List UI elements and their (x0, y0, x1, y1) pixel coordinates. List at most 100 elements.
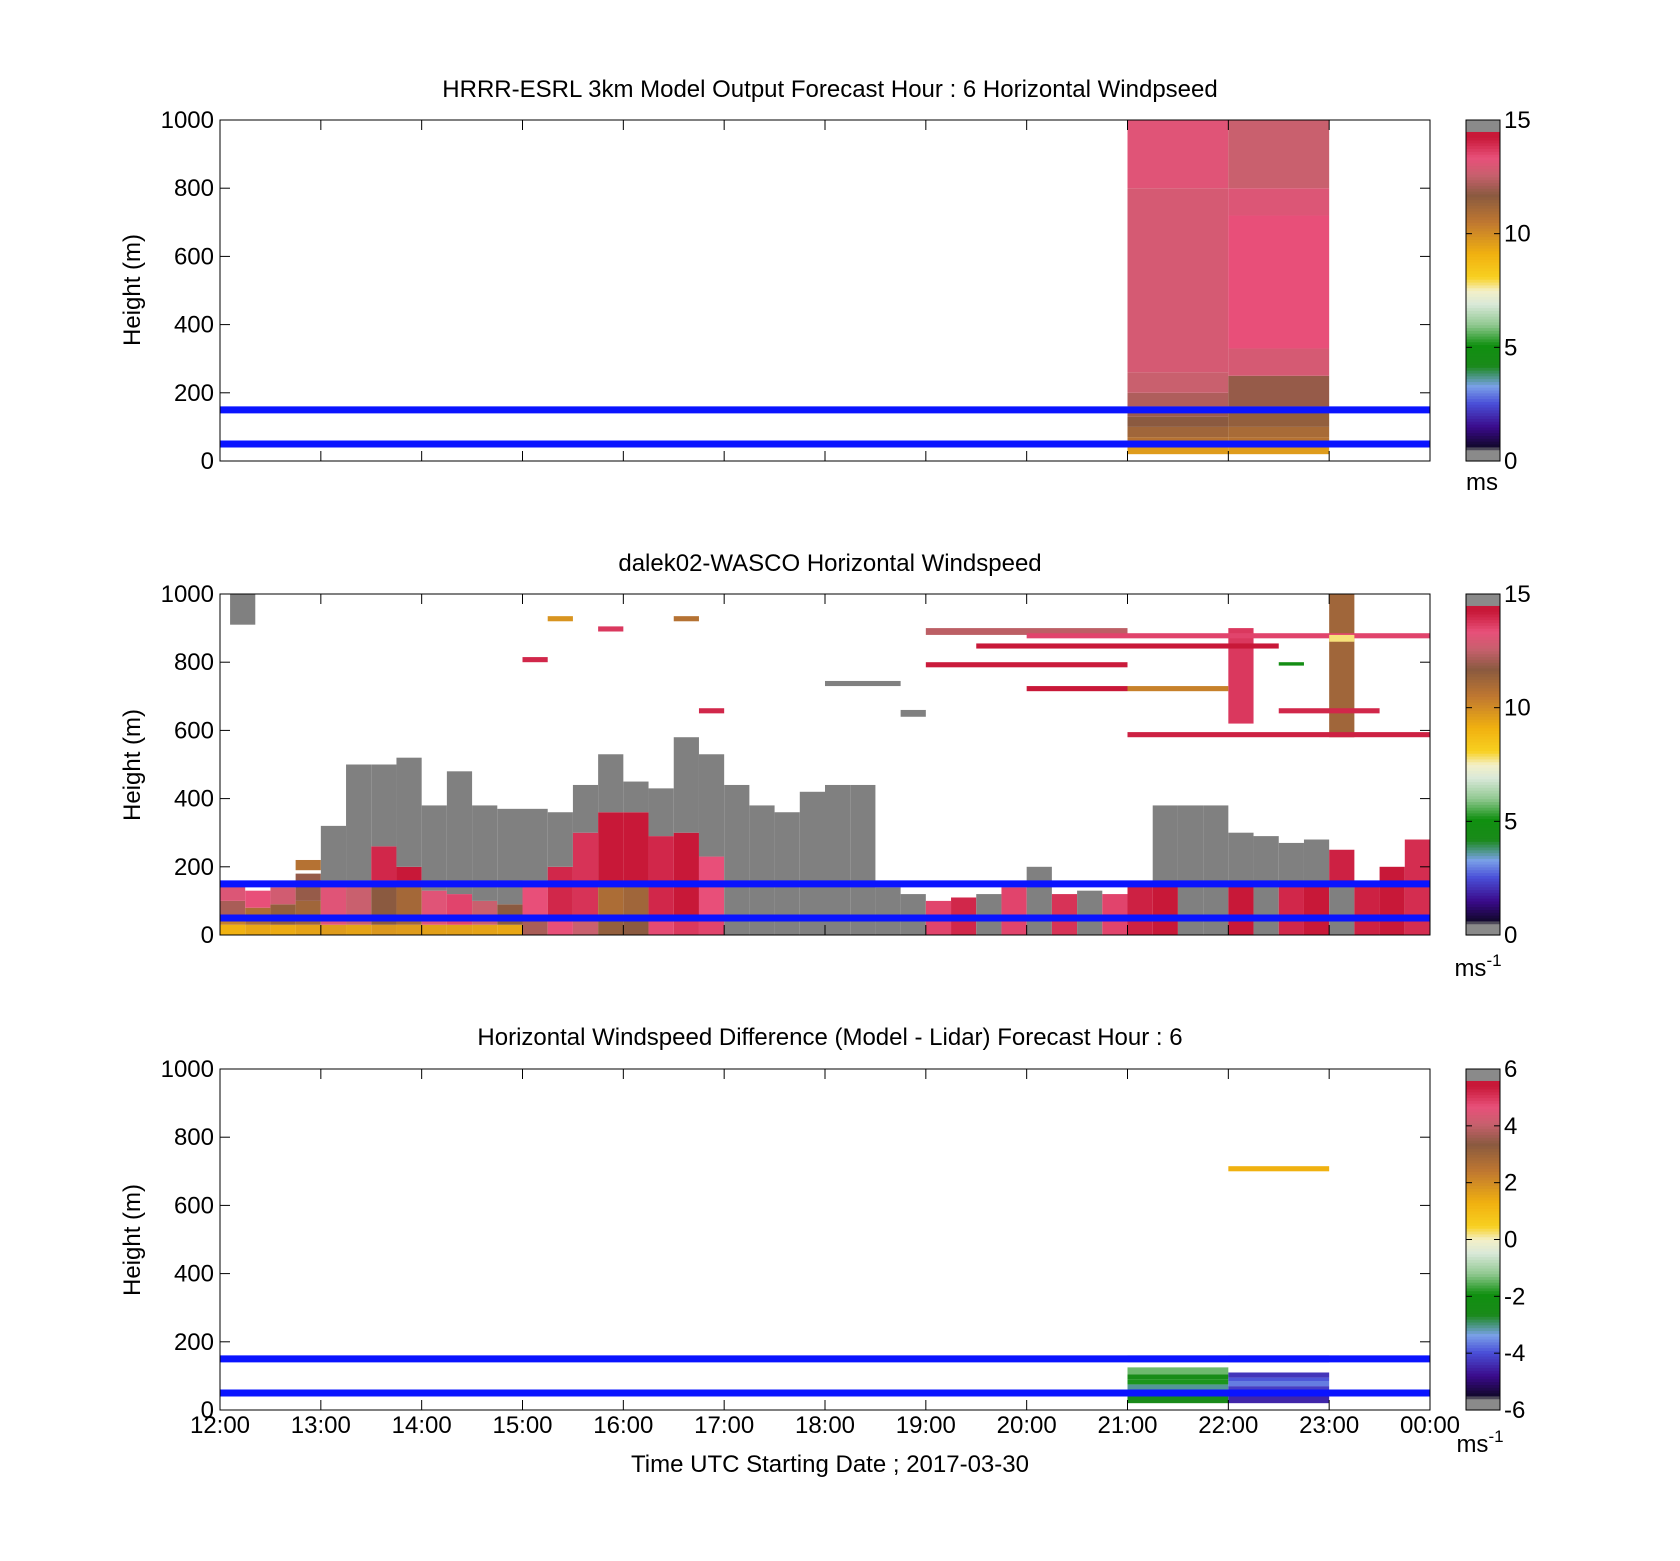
colorbar-segment (1466, 242, 1500, 246)
colorbar-segment (1466, 707, 1500, 712)
colorbar-segment (1466, 1128, 1500, 1133)
colorbar-segment (1466, 1361, 1500, 1366)
colorbar-segment (1466, 424, 1500, 428)
colorbar-segment (1466, 790, 1500, 794)
colorbar-segment (1466, 239, 1500, 243)
colorbar-segment (1466, 165, 1500, 169)
colorbar-segment (1466, 225, 1500, 229)
colorbar-segment (1466, 809, 1500, 814)
colorbar-segment (1466, 429, 1500, 434)
colorbar-segment (1466, 900, 1500, 905)
y-tick-label: 800 (174, 1124, 214, 1151)
heatmap-cell (598, 754, 624, 813)
colorbar-segment (1466, 338, 1500, 343)
colorbar-segment (1466, 1279, 1500, 1283)
colorbar-segment (1466, 827, 1500, 831)
heatmap-cell (1303, 839, 1330, 884)
colorbar-segment (1466, 392, 1500, 397)
colorbar-segment (1466, 250, 1500, 255)
colorbar-segment (1466, 812, 1500, 817)
colorbar: 0 5 10 15 (1465, 107, 1531, 475)
colorbar-segment (1466, 273, 1500, 277)
colorbar-segment (1466, 372, 1500, 377)
colorbar-tick-label: 15 (1504, 107, 1531, 134)
colorbar-segment (1466, 1097, 1500, 1101)
heatmap-cell (1127, 120, 1229, 189)
colorbar-segment (1466, 701, 1500, 706)
colorbar-segment (1466, 744, 1500, 749)
colorbar-segment (1466, 704, 1500, 709)
heatmap-cell (396, 924, 422, 935)
colorbar-segment (1466, 721, 1500, 726)
heatmap-cell (1228, 375, 1330, 407)
colorbar-segment (1466, 1242, 1500, 1246)
heatmap-cell (320, 924, 347, 935)
panel-difference: Horizontal Windspeed Difference (Model -… (119, 1024, 1525, 1458)
colorbar-segment (1466, 1194, 1500, 1198)
heatmap-cell (1152, 883, 1178, 935)
colorbar-segment (1466, 1265, 1500, 1269)
colorbar-segment (1466, 1398, 1500, 1403)
colorbar-tick-label: 4 (1504, 1113, 1517, 1140)
heatmap-cell (1026, 633, 1430, 639)
colorbar-tick-label: -6 (1504, 1397, 1525, 1424)
y-tick-label: 800 (174, 649, 214, 676)
colorbar-segment (1466, 1296, 1500, 1300)
colorbar-segment (1466, 838, 1500, 842)
heatmap-cell (1127, 732, 1430, 738)
colorbar-segment (1466, 287, 1500, 292)
colorbar-segment (1466, 855, 1500, 859)
colorbar-segment (1466, 191, 1500, 195)
colorbar-segment (1466, 1225, 1500, 1229)
colorbar-segment (1466, 284, 1500, 289)
colorbar-segment (1466, 1122, 1500, 1127)
heatmap-cell (497, 924, 523, 935)
heatmap-cell (799, 791, 825, 884)
heatmap-cell (1228, 188, 1330, 216)
colorbar-segment (1466, 645, 1500, 649)
colorbar-segment (1466, 182, 1500, 186)
heatmap-cell (698, 754, 725, 857)
colorbar-segment (1466, 915, 1500, 919)
colorbar-segment (1466, 1358, 1500, 1363)
heatmap-cell (1228, 832, 1254, 884)
heatmap-cell (1127, 1379, 1229, 1385)
heatmap-cell (1001, 887, 1027, 935)
colorbar-segment (1466, 1267, 1500, 1272)
colorbar-segment (1466, 1276, 1500, 1280)
x-tick-label: 15:00 (492, 1412, 552, 1439)
heatmap-cell (1152, 805, 1178, 884)
colorbar-segment (1466, 1182, 1500, 1187)
colorbar-segment (1466, 1336, 1500, 1340)
colorbar-segment (1466, 301, 1500, 306)
colorbar-segment (1466, 304, 1500, 309)
colorbar-segment (1466, 395, 1500, 400)
colorbar-segment (1466, 1165, 1500, 1170)
y-tick-label: 600 (174, 717, 214, 744)
colorbar-segment (1466, 795, 1500, 800)
colorbar-segment (1466, 773, 1500, 777)
colorbar-segment (1466, 1239, 1500, 1243)
colorbar-segment (1466, 1333, 1500, 1337)
colorbar-segment (1466, 1071, 1500, 1076)
colorbar-segment (1466, 844, 1500, 848)
colorbar-segment (1466, 1401, 1500, 1405)
colorbar-segment (1466, 892, 1500, 896)
colorbar-segment (1466, 863, 1500, 868)
colorbar-segment (1466, 849, 1500, 854)
heatmap-cell (1278, 708, 1380, 714)
colorbar-segment (1466, 426, 1500, 431)
colorbar-segment (1466, 611, 1500, 615)
colorbar-segment (1466, 1353, 1500, 1357)
colorbar-segment (1466, 131, 1500, 135)
colorbar-segment (1466, 710, 1500, 714)
heatmap-cell (698, 708, 725, 714)
colorbar-tick-label: -2 (1504, 1283, 1525, 1310)
colorbar-frame (1465, 593, 1501, 936)
heatmap-cell (346, 764, 372, 881)
colorbar-segment (1466, 1390, 1500, 1394)
heatmap-cell (648, 921, 674, 935)
heatmap-cell (774, 812, 800, 884)
colorbar-segment (1466, 247, 1500, 252)
heatmap-cell (598, 626, 624, 632)
